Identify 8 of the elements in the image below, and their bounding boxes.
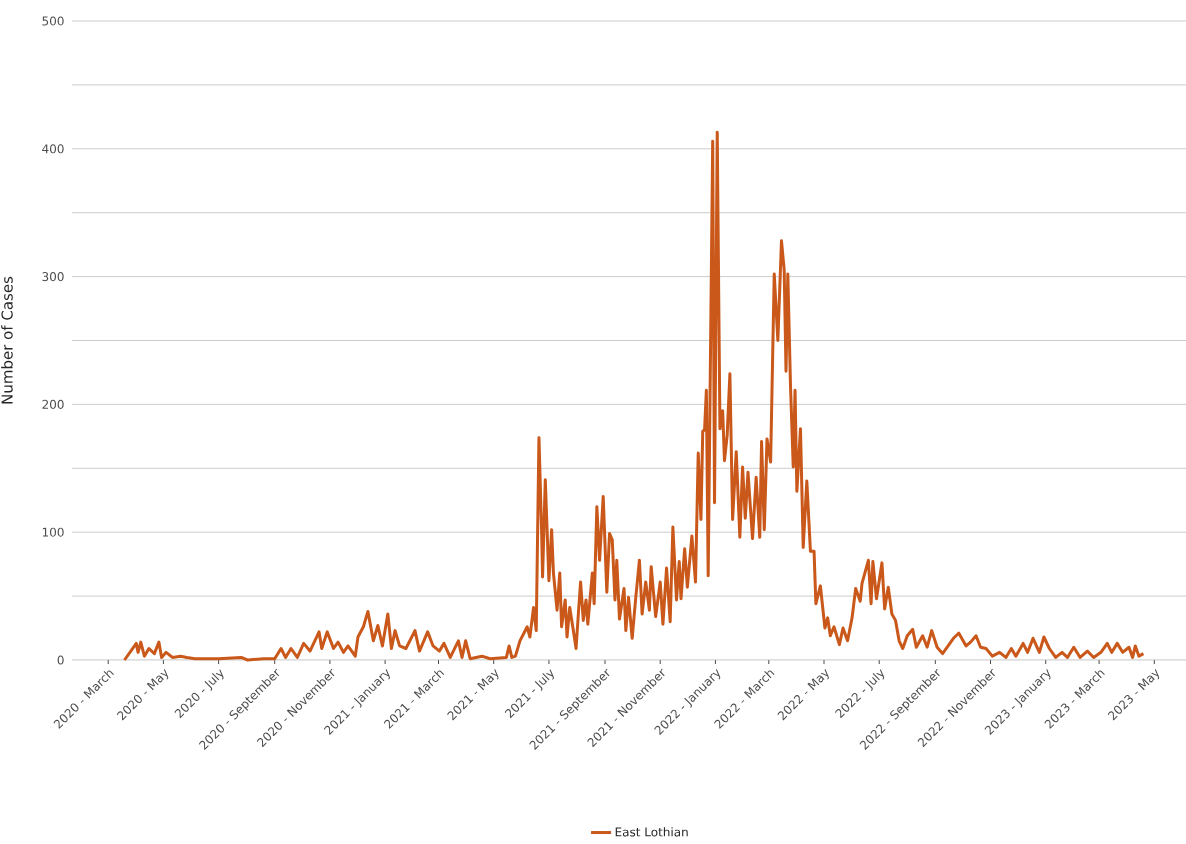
y-tick-label: 200 (42, 399, 64, 409)
y-tick-label: 500 (42, 16, 64, 26)
y-tick-label: 0 (57, 655, 64, 665)
y-tick-label: 100 (42, 527, 64, 537)
y-tick-label: 400 (42, 144, 64, 154)
y-axis-title: Number of Cases (1, 276, 13, 404)
legend-label: East Lothian (615, 827, 688, 837)
y-tick-label: 300 (42, 272, 64, 282)
